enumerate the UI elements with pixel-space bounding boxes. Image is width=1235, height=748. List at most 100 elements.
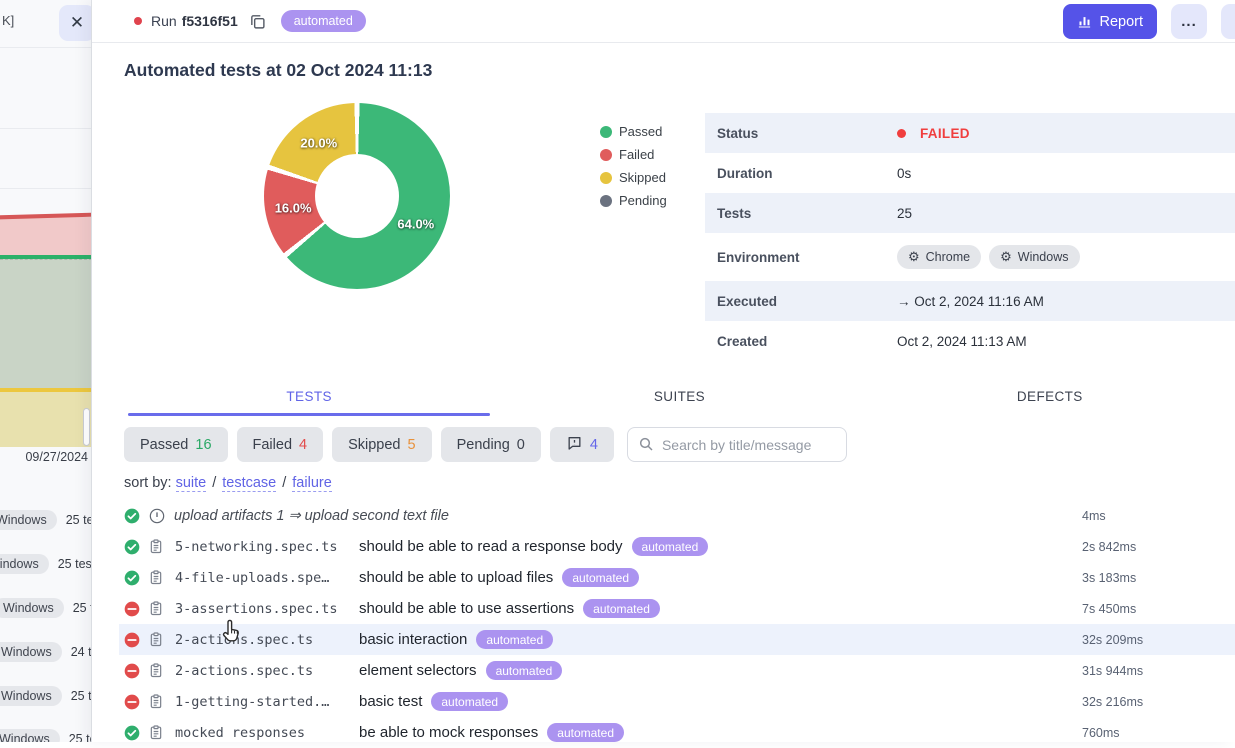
test-row[interactable]: upload artifacts 1 ⇒ upload second text … bbox=[119, 500, 1235, 531]
background-trend-chart bbox=[0, 210, 92, 447]
testcase-icon bbox=[148, 693, 164, 710]
legend-dot bbox=[600, 195, 612, 207]
environment-pill[interactable]: ⚙Windows bbox=[989, 245, 1079, 269]
comment-alert-icon bbox=[566, 435, 583, 451]
test-row[interactable]: 3-assertions.spec.ts should be able to u… bbox=[119, 593, 1235, 624]
background-run-row[interactable]: Windows 25 tests bbox=[0, 552, 92, 576]
test-row[interactable]: 1-getting-started.… basic test automated… bbox=[119, 686, 1235, 717]
test-title: should be able to read a response body bbox=[359, 538, 623, 555]
test-row[interactable]: 5-networking.spec.ts should be able to r… bbox=[119, 531, 1235, 562]
test-row[interactable]: 2-actions.spec.ts element selectors auto… bbox=[119, 655, 1235, 686]
gear-icon: ⚙ bbox=[908, 249, 920, 265]
test-title: basic test bbox=[359, 693, 422, 710]
test-title: element selectors bbox=[359, 662, 477, 679]
divider bbox=[0, 188, 92, 189]
passed-status-icon bbox=[124, 508, 140, 524]
summary-label: Executed bbox=[705, 294, 897, 309]
test-title: upload artifacts 1 ⇒ upload second text … bbox=[174, 508, 449, 524]
legend-item: Failed bbox=[600, 143, 667, 166]
run-id: f5316f51 bbox=[182, 13, 238, 29]
automated-badge: automated bbox=[583, 599, 660, 618]
background-run-row[interactable]: Windows 25 tests bbox=[0, 508, 92, 532]
divider bbox=[0, 47, 92, 48]
close-drawer-button[interactable]: ✕ bbox=[59, 5, 92, 41]
test-row[interactable]: 2-actions.spec.ts basic interaction auto… bbox=[119, 624, 1235, 655]
tab-suites[interactable]: SUITES bbox=[494, 380, 864, 413]
automated-badge: automated bbox=[632, 537, 709, 556]
spec-file-name: 3-assertions.spec.ts bbox=[175, 601, 353, 617]
sort-controls: sort by: suite/testcase/failure bbox=[124, 475, 332, 491]
tab-tests[interactable]: TESTS bbox=[124, 380, 494, 413]
legend-label: Failed bbox=[619, 147, 654, 162]
drawer-header: Run f5316f51 automated Report ... bbox=[92, 0, 1235, 43]
copy-run-id-button[interactable] bbox=[249, 13, 266, 30]
passed-area bbox=[0, 259, 92, 388]
summary-value: → Oct 2, 2024 11:16 AM bbox=[897, 294, 1044, 309]
automated-badge: automated bbox=[281, 10, 366, 32]
summary-label: Created bbox=[705, 334, 897, 349]
filter-skipped-button[interactable]: Skipped 5 bbox=[332, 427, 431, 462]
results-donut-chart: 64.0%16.0%20.0% bbox=[264, 103, 450, 289]
background-run-row[interactable]: Windows 25 tests bbox=[0, 684, 92, 708]
env-badge: Windows bbox=[0, 598, 64, 618]
summary-row: Environment ⚙Chrome⚙Windows bbox=[705, 233, 1235, 281]
sort-by-failure-link[interactable]: failure bbox=[292, 475, 332, 492]
environment-pill[interactable]: ⚙Chrome bbox=[897, 245, 981, 269]
testcase-icon bbox=[148, 662, 164, 679]
filter-label: Pending bbox=[457, 437, 510, 453]
run-details-drawer: Run f5316f51 automated Report ... Automa… bbox=[92, 0, 1235, 742]
filter-count: 16 bbox=[195, 437, 211, 453]
legend-label: Pending bbox=[619, 193, 667, 208]
background-run-row[interactable]: Windows 24 tests bbox=[0, 640, 92, 664]
filter-count: 5 bbox=[408, 437, 416, 453]
spec-file-name: 4-file-uploads.spe… bbox=[175, 570, 353, 586]
filter-pending-button[interactable]: Pending 0 bbox=[441, 427, 541, 462]
summary-value: ⚙Chrome ⚙Windows bbox=[897, 245, 1080, 269]
filter-passed-button[interactable]: Passed 16 bbox=[124, 427, 228, 462]
sort-by-suite-link[interactable]: suite bbox=[176, 475, 207, 492]
comments-filter-button[interactable]: 4 bbox=[550, 427, 614, 462]
test-duration: 760ms bbox=[1082, 726, 1120, 740]
sort-label: sort by: bbox=[124, 475, 172, 491]
test-row[interactable]: mocked responses be able to mock respons… bbox=[119, 717, 1235, 748]
automated-badge: automated bbox=[476, 630, 553, 649]
copy-icon bbox=[249, 13, 266, 30]
sort-separator: / bbox=[282, 475, 286, 491]
failed-status-icon bbox=[124, 663, 140, 679]
more-actions-button[interactable]: ... bbox=[1171, 4, 1207, 39]
background-run-row[interactable]: Windows 25 tests bbox=[0, 727, 92, 742]
report-button[interactable]: Report bbox=[1063, 4, 1157, 39]
test-count: 25 tests bbox=[69, 732, 92, 742]
test-count: 25 tests bbox=[73, 601, 92, 615]
test-title: be able to mock responses bbox=[359, 724, 538, 741]
shortcut-hint: K] bbox=[2, 13, 14, 28]
summary-row: Tests 25 bbox=[705, 193, 1235, 233]
expand-button[interactable] bbox=[1221, 4, 1235, 39]
search-input[interactable] bbox=[627, 427, 847, 462]
close-icon: ✕ bbox=[70, 13, 84, 33]
passed-status-icon bbox=[124, 570, 140, 586]
test-row[interactable]: 4-file-uploads.spe… should be able to up… bbox=[119, 562, 1235, 593]
filter-count: 0 bbox=[517, 437, 525, 453]
background-run-row[interactable]: Windows 25 tests bbox=[0, 596, 92, 620]
summary-value: FAILED bbox=[897, 126, 970, 141]
test-count: 25 tests bbox=[58, 557, 92, 571]
status-failed-text: FAILED bbox=[920, 126, 970, 141]
sort-by-testcase-link[interactable]: testcase bbox=[222, 475, 276, 492]
divider bbox=[0, 128, 92, 129]
spec-file-name: 5-networking.spec.ts bbox=[175, 539, 353, 555]
run-label: Run bbox=[151, 13, 177, 29]
scrollbar-thumb[interactable] bbox=[83, 408, 90, 446]
test-results-list: upload artifacts 1 ⇒ upload second text … bbox=[119, 500, 1235, 748]
bar-chart-icon bbox=[1077, 14, 1092, 29]
filter-label: Failed bbox=[253, 437, 293, 453]
test-duration: 2s 842ms bbox=[1082, 540, 1136, 554]
env-badge: Windows bbox=[0, 729, 60, 742]
env-badge: Windows bbox=[0, 554, 49, 574]
tab-defects[interactable]: DEFECTS bbox=[865, 380, 1235, 413]
ellipsis-icon: ... bbox=[1181, 13, 1197, 30]
filter-failed-button[interactable]: Failed 4 bbox=[237, 427, 324, 462]
legend-item: Passed bbox=[600, 120, 667, 143]
passed-status-icon bbox=[124, 725, 140, 741]
